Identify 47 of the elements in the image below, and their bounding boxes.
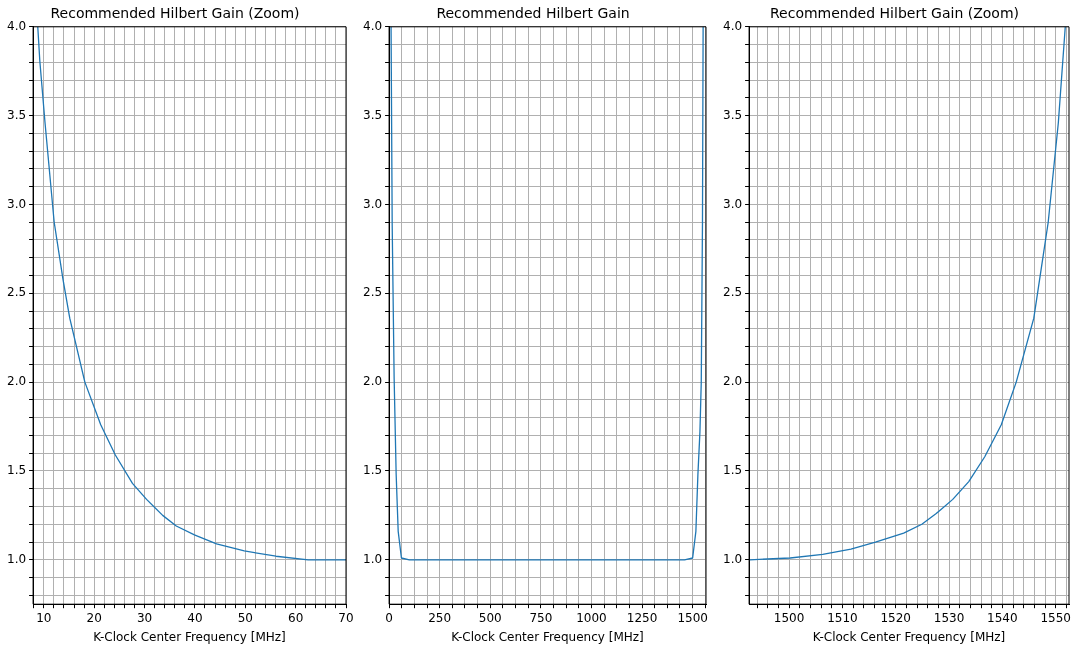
- x-axis-title: K-Clock Center Frequency [MHz]: [812, 629, 1006, 644]
- chart-title: Recommended Hilbert Gain: [436, 5, 630, 22]
- x-tick-label: 20: [86, 610, 102, 625]
- y-tick-label: 2.0: [362, 374, 383, 389]
- x-tick-label: 1520: [880, 610, 911, 625]
- x-tick-label: 1000: [576, 610, 607, 625]
- y-tick-label: 2.0: [6, 374, 27, 389]
- y-tick-label: 3.5: [6, 107, 27, 122]
- x-tick-label: 60: [287, 610, 304, 625]
- x-tick-label: 1530: [933, 610, 965, 625]
- chart-title: Recommended Hilbert Gain (Zoom): [770, 5, 1019, 22]
- y-tick-label: 3.0: [6, 196, 27, 211]
- x-tick-label: 250: [428, 610, 452, 625]
- x-tick-label: 1550: [1040, 610, 1071, 625]
- y-tick-label: 3.5: [722, 107, 743, 122]
- y-tick-label: 1.0: [722, 551, 743, 566]
- x-tick-label: 750: [529, 610, 553, 625]
- x-axis-title: K-Clock Center Frequency [MHz]: [451, 629, 644, 644]
- x-axis-title: K-Clock Center Frequency [MHz]: [93, 629, 286, 644]
- x-tick-label: 50: [237, 610, 253, 625]
- y-tick-label: 2.5: [6, 285, 27, 300]
- y-tick-label: 2.5: [362, 285, 383, 300]
- y-tick-label: 1.0: [6, 551, 27, 566]
- x-tick-label: 500: [478, 610, 502, 625]
- y-tick-label: 1.0: [362, 551, 383, 566]
- x-tick-label: 1250: [626, 610, 658, 625]
- y-tick-label: 2.0: [722, 374, 743, 389]
- x-tick-label: 1500: [773, 610, 805, 625]
- x-tick-label: 40: [187, 610, 203, 625]
- x-tick-label: 10: [36, 610, 52, 625]
- y-tick-label: 1.5: [362, 463, 383, 478]
- x-tick-label: 0: [385, 610, 393, 625]
- y-tick-label: 1.5: [6, 463, 27, 478]
- chart-title: Recommended Hilbert Gain (Zoom): [50, 5, 300, 22]
- x-tick-label: 1510: [827, 610, 858, 625]
- y-tick-label: 4.0: [6, 18, 27, 33]
- y-tick-label: 4.0: [362, 18, 383, 33]
- x-tick-label: 1540: [987, 610, 1018, 625]
- y-tick-label: 4.0: [722, 18, 743, 33]
- y-tick-label: 3.5: [362, 107, 383, 122]
- y-tick-label: 2.5: [722, 285, 743, 300]
- x-tick-label: 30: [136, 610, 153, 625]
- y-tick-label: 3.0: [362, 196, 383, 211]
- x-tick-label: 70: [338, 610, 354, 625]
- x-tick-label: 1500: [677, 610, 708, 625]
- y-tick-label: 1.5: [722, 463, 743, 478]
- y-tick-label: 3.0: [722, 196, 743, 211]
